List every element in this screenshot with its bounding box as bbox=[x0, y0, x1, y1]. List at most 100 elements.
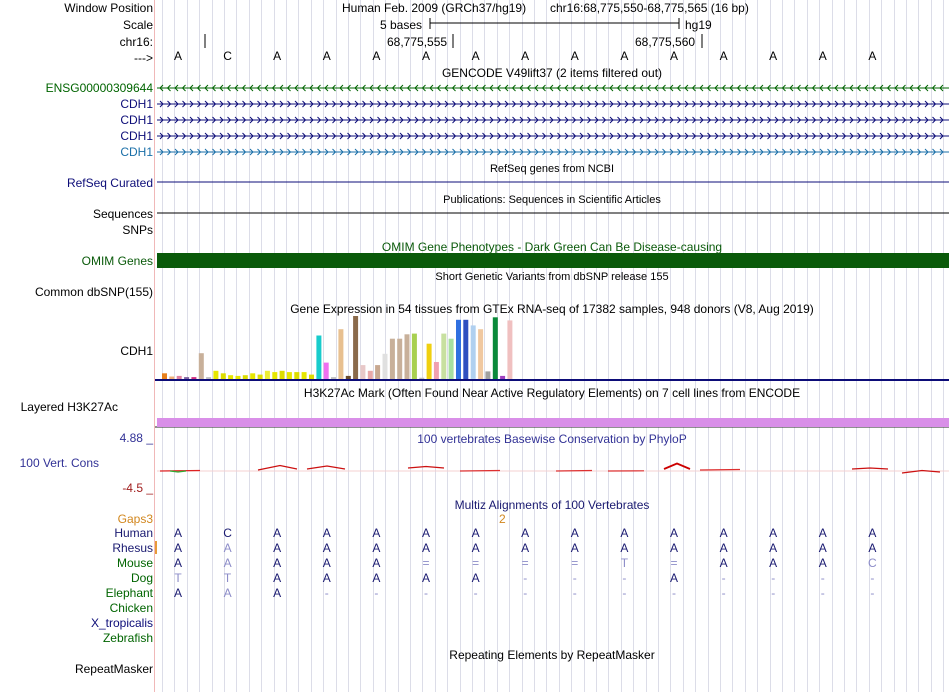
species-label[interactable]: Human bbox=[114, 526, 153, 540]
alignment-base: A bbox=[769, 556, 778, 570]
h3k27ac-bar bbox=[157, 418, 949, 427]
gtex-bar[interactable] bbox=[441, 333, 447, 379]
grid-line bbox=[906, 0, 907, 692]
gtex-bar[interactable] bbox=[404, 334, 410, 379]
gtex-bar[interactable] bbox=[250, 373, 256, 379]
gtex-bar[interactable] bbox=[309, 374, 314, 379]
gtex-bar[interactable] bbox=[206, 377, 212, 379]
gtex-bar[interactable] bbox=[184, 377, 190, 379]
alignment-base: A bbox=[273, 541, 282, 555]
sequence-base: A bbox=[620, 49, 629, 63]
alignment-base: - bbox=[324, 586, 329, 600]
gene-label[interactable]: CDH1 bbox=[120, 145, 153, 159]
alignment-base: - bbox=[721, 586, 726, 600]
gtex-bar[interactable] bbox=[433, 362, 439, 379]
grid-line bbox=[844, 0, 845, 692]
gtex-bar[interactable] bbox=[323, 362, 329, 379]
species-label[interactable]: Elephant bbox=[105, 586, 153, 600]
gtex-bar[interactable] bbox=[345, 375, 351, 380]
alignment-base: A bbox=[372, 541, 381, 555]
gtex-bar[interactable] bbox=[492, 317, 498, 379]
gene-label[interactable]: CDH1 bbox=[120, 113, 153, 127]
gtex-bar[interactable] bbox=[507, 320, 513, 379]
omim-label[interactable]: OMIM Genes bbox=[81, 254, 153, 268]
multiz-title: Multiz Alignments of 100 Vertebrates bbox=[454, 498, 650, 512]
grid-line bbox=[249, 0, 250, 692]
gtex-bar[interactable] bbox=[331, 377, 336, 379]
gtex-bar[interactable] bbox=[367, 370, 373, 379]
grid-line bbox=[658, 0, 659, 692]
gtex-bar[interactable] bbox=[242, 375, 248, 379]
alignment-base: - bbox=[672, 586, 676, 600]
h3k27ac-label[interactable]: Layered H3K27Ac bbox=[20, 400, 118, 414]
gtex-bar[interactable] bbox=[257, 374, 263, 379]
gtex-bar[interactable] bbox=[478, 329, 484, 379]
gtex-bar[interactable] bbox=[286, 372, 292, 379]
gtex-bar[interactable] bbox=[411, 333, 417, 379]
gene-label[interactable]: ENSG00000309644 bbox=[45, 81, 153, 95]
repeatmasker-label[interactable]: RepeatMasker bbox=[74, 662, 153, 676]
species-label[interactable]: Mouse bbox=[116, 556, 153, 570]
gtex-bar[interactable] bbox=[213, 370, 219, 379]
gtex-bar[interactable] bbox=[382, 353, 388, 379]
publications-label[interactable]: Sequences bbox=[92, 207, 153, 221]
gtex-bar[interactable] bbox=[485, 371, 491, 379]
gtex-bar[interactable] bbox=[456, 319, 461, 379]
gtex-bar[interactable] bbox=[353, 316, 359, 379]
strand-arrows bbox=[159, 148, 944, 156]
gtex-bar[interactable] bbox=[176, 375, 182, 380]
grid-line bbox=[298, 0, 299, 692]
alignment-base: - bbox=[572, 586, 577, 600]
gtex-label[interactable]: CDH1 bbox=[120, 344, 153, 358]
gtex-bar[interactable] bbox=[198, 353, 204, 379]
gtex-bar[interactable] bbox=[191, 377, 197, 379]
species-label[interactable]: X_tropicalis bbox=[90, 616, 153, 630]
gtex-bar[interactable] bbox=[389, 338, 395, 379]
gtex-bar[interactable] bbox=[426, 343, 432, 379]
species-label[interactable]: Zebrafish bbox=[102, 631, 153, 645]
gene-label[interactable]: CDH1 bbox=[120, 129, 153, 143]
gtex-bar[interactable] bbox=[448, 338, 454, 379]
grid-line bbox=[484, 0, 485, 692]
alignment-base: A bbox=[620, 526, 629, 540]
gtex-bar[interactable] bbox=[301, 372, 307, 379]
gtex-bar[interactable] bbox=[279, 370, 285, 379]
gtex-bar[interactable] bbox=[162, 373, 167, 379]
gtex-bar[interactable] bbox=[264, 370, 270, 379]
gtex-bar[interactable] bbox=[500, 375, 506, 380]
gtex-bar[interactable] bbox=[338, 329, 344, 379]
species-label[interactable]: Chicken bbox=[109, 601, 153, 615]
phylop-label[interactable]: 100 Vert. Cons bbox=[19, 456, 99, 470]
gtex-bar[interactable] bbox=[294, 372, 300, 379]
gtex-bar[interactable] bbox=[397, 338, 403, 379]
species-label[interactable]: Rhesus bbox=[112, 541, 153, 555]
alignment-base: A bbox=[570, 541, 579, 555]
gtex-bar[interactable] bbox=[169, 376, 175, 380]
gtex-bar[interactable] bbox=[360, 365, 366, 379]
alignment-base: A bbox=[620, 541, 629, 555]
gtex-bar[interactable] bbox=[316, 335, 322, 380]
alignment-base: A bbox=[719, 541, 728, 555]
strand-arrows bbox=[159, 132, 944, 140]
gtex-bar[interactable] bbox=[470, 325, 476, 379]
alignment-base: A bbox=[669, 541, 678, 555]
refseq-label[interactable]: RefSeq Curated bbox=[66, 176, 153, 190]
dbsnp-label[interactable]: Common dbSNP(155) bbox=[34, 285, 153, 299]
grid-line bbox=[782, 0, 783, 692]
gtex-bar[interactable] bbox=[235, 375, 241, 380]
grid-line bbox=[236, 0, 237, 692]
grid-line bbox=[534, 0, 535, 692]
gtex-bar[interactable] bbox=[272, 372, 278, 379]
gtex-bar[interactable] bbox=[375, 365, 381, 379]
position-text: chr16:68,775,550-68,775,565 (16 bp) bbox=[550, 1, 749, 15]
species-label[interactable]: Dog bbox=[130, 571, 153, 585]
grid-line bbox=[199, 0, 200, 692]
alignment-base: - bbox=[572, 571, 577, 585]
gtex-bar[interactable] bbox=[419, 377, 425, 379]
grid-line bbox=[819, 0, 820, 692]
gtex-bar[interactable] bbox=[220, 373, 226, 379]
gene-label[interactable]: CDH1 bbox=[120, 97, 153, 111]
gtex-bar[interactable] bbox=[463, 319, 469, 379]
gtex-bar[interactable] bbox=[228, 375, 234, 379]
